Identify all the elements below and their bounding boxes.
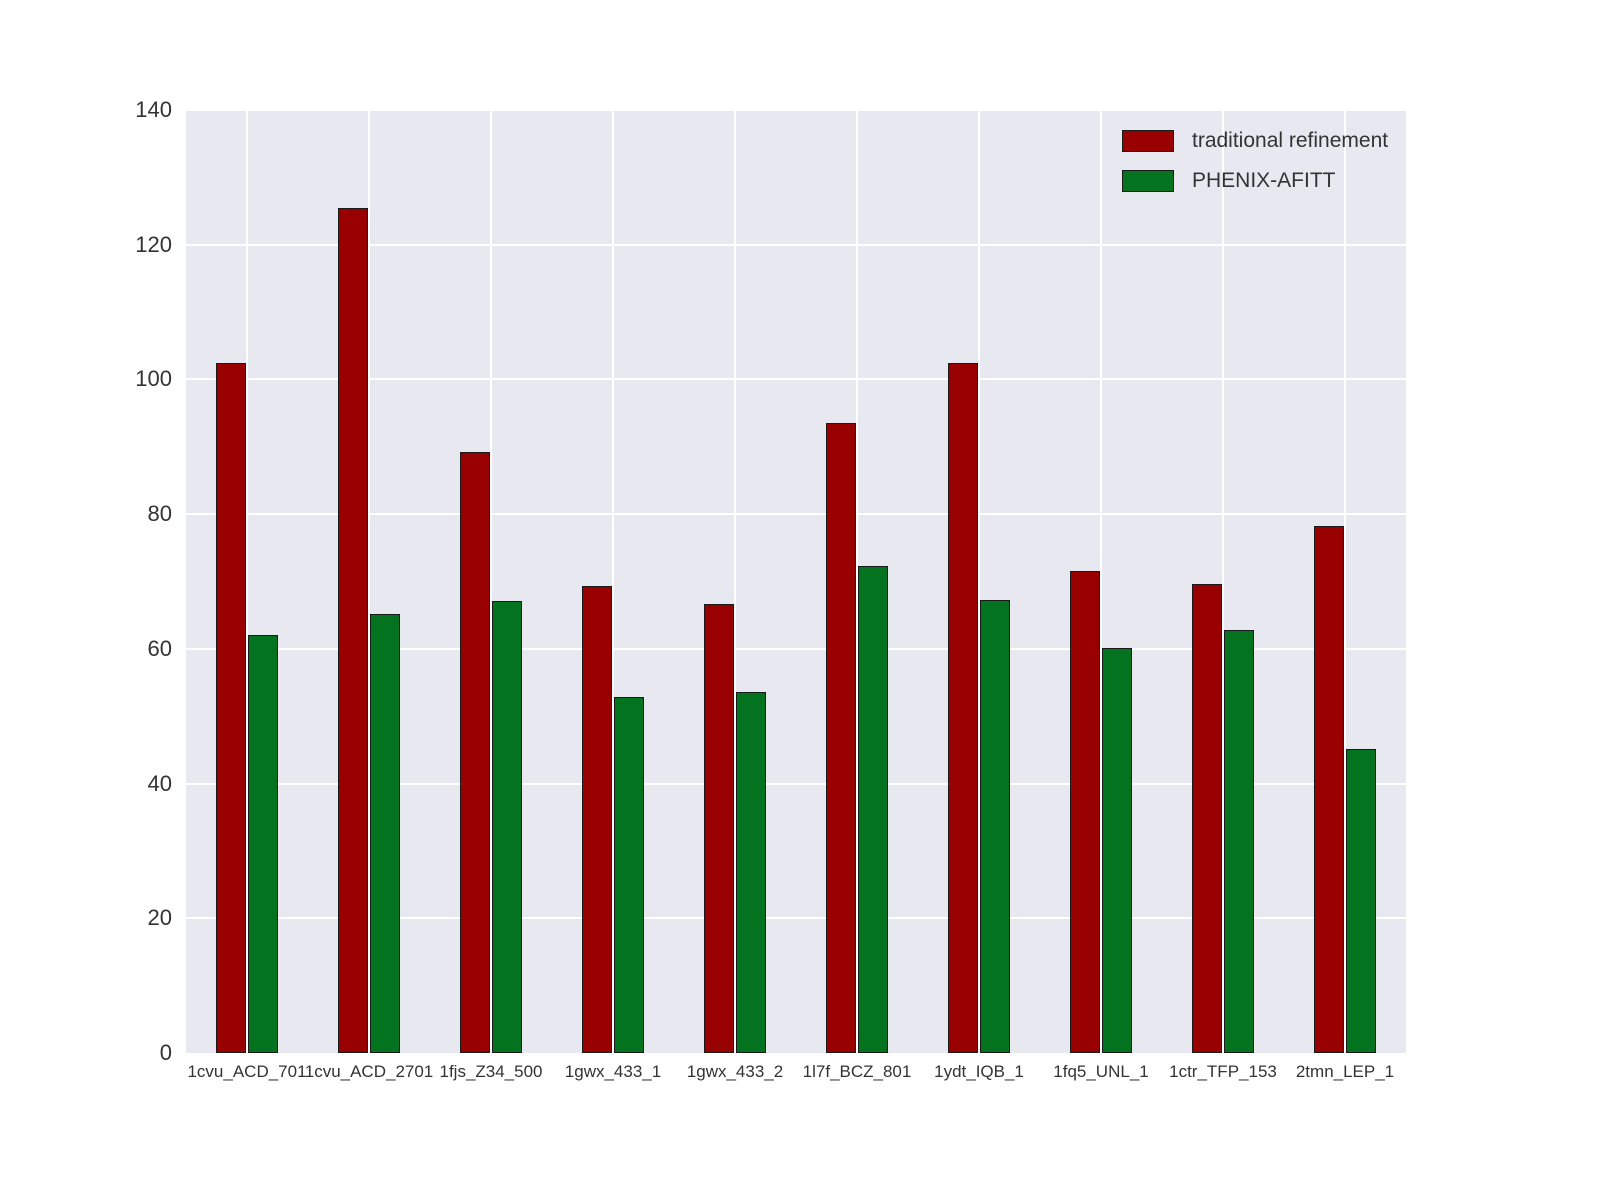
gridline-horizontal xyxy=(186,378,1406,381)
x-axis-tick-label: 1gwx_433_2 xyxy=(686,1062,784,1081)
y-axis-tick-labels: 0 20 40 60 80 100 120 140 xyxy=(120,97,172,1065)
x-axis-tick-label: 1ctr_TFP_153 xyxy=(1169,1062,1277,1081)
x-axis-tick-label: 2tmn_LEP_1 xyxy=(1295,1062,1395,1081)
gridline-horizontal xyxy=(186,243,1406,246)
gridline-horizontal xyxy=(186,513,1406,516)
gridline-vertical xyxy=(246,110,248,1053)
bar-traditional-refinement xyxy=(826,422,856,1053)
gridline-vertical xyxy=(856,110,858,1053)
y-axis-label-container: Energy (% of PDB deposited conformation) xyxy=(0,0,140,1060)
gridline-vertical xyxy=(490,110,492,1053)
chart-legend: traditional refinement PHENIX-AFITT xyxy=(1122,126,1404,200)
bar-traditional-refinement xyxy=(216,362,246,1053)
x-axis-tick-label: 1gwx_433_1 xyxy=(564,1062,662,1081)
gridline-vertical xyxy=(1344,110,1346,1053)
bar-traditional-refinement xyxy=(338,207,368,1053)
legend-swatch-traditional-refinement xyxy=(1122,130,1174,152)
gridline-horizontal xyxy=(186,917,1406,920)
y-axis-tick-label: 100 xyxy=(135,366,172,392)
y-axis-tick-label: 120 xyxy=(135,231,172,257)
bar-traditional-refinement xyxy=(948,362,978,1053)
bar-phenix-afitt xyxy=(858,566,888,1053)
legend-item-traditional-refinement: traditional refinement xyxy=(1122,126,1388,156)
y-axis-tick-label: 40 xyxy=(147,770,172,796)
gridline-vertical xyxy=(734,110,736,1053)
bar-traditional-refinement xyxy=(1070,570,1100,1053)
bar-traditional-refinement xyxy=(704,604,734,1053)
gridline-vertical xyxy=(1100,110,1102,1053)
bar-phenix-afitt xyxy=(614,696,644,1053)
bar-phenix-afitt xyxy=(1102,648,1132,1053)
bar-traditional-refinement xyxy=(582,586,612,1053)
legend-swatch-phenix-afitt xyxy=(1122,170,1174,192)
bar-phenix-afitt xyxy=(980,599,1010,1053)
bar-phenix-afitt xyxy=(736,691,766,1053)
gridline-horizontal xyxy=(186,109,1406,111)
bar-phenix-afitt xyxy=(1346,748,1376,1053)
bar-traditional-refinement xyxy=(460,452,490,1053)
bar-traditional-refinement xyxy=(1192,583,1222,1053)
bar-phenix-afitt xyxy=(492,601,522,1053)
plot-area: traditional refinement PHENIX-AFITT xyxy=(186,109,1406,1053)
bar-traditional-refinement xyxy=(1314,526,1344,1053)
legend-item-phenix-afitt: PHENIX-AFITT xyxy=(1122,166,1336,196)
x-axis-tick-label: 1fjs_Z34_500 xyxy=(439,1062,543,1081)
legend-label-traditional-refinement: traditional refinement xyxy=(1192,129,1389,152)
x-axis-tick-label: 1fq5_UNL_1 xyxy=(1053,1062,1149,1081)
bar-phenix-afitt xyxy=(248,634,278,1053)
x-axis-tick-label: 1l7f_BCZ_801 xyxy=(802,1062,912,1081)
y-axis-tick-label: 80 xyxy=(147,501,172,527)
gridline-horizontal xyxy=(186,782,1406,785)
x-axis-tick-labels: 1cvu_ACD_701 1cvu_ACD_2701 1fjs_Z34_500 1gw… xyxy=(186,1062,1406,1102)
legend-label-phenix-afitt: PHENIX-AFITT xyxy=(1192,169,1336,192)
x-axis-tick-label: 1cvu_ACD_2701 xyxy=(304,1062,434,1081)
x-axis-tick-label: 1cvu_ACD_701 xyxy=(187,1062,307,1081)
y-axis-tick-label: 20 xyxy=(147,905,172,931)
gridline-vertical xyxy=(1222,110,1224,1053)
x-axis-tick-label: 1ydt_IQB_1 xyxy=(934,1062,1024,1081)
gridline-vertical xyxy=(978,110,980,1053)
gridline-vertical xyxy=(368,110,370,1053)
bar-phenix-afitt xyxy=(1224,630,1254,1053)
gridline-horizontal xyxy=(186,647,1406,650)
y-axis-tick-label: 0 xyxy=(159,1040,172,1065)
y-axis-tick-label: 140 xyxy=(135,97,172,122)
y-axis-tick-label: 60 xyxy=(147,635,172,661)
gridline-vertical xyxy=(612,110,614,1053)
bar-phenix-afitt xyxy=(370,613,400,1053)
